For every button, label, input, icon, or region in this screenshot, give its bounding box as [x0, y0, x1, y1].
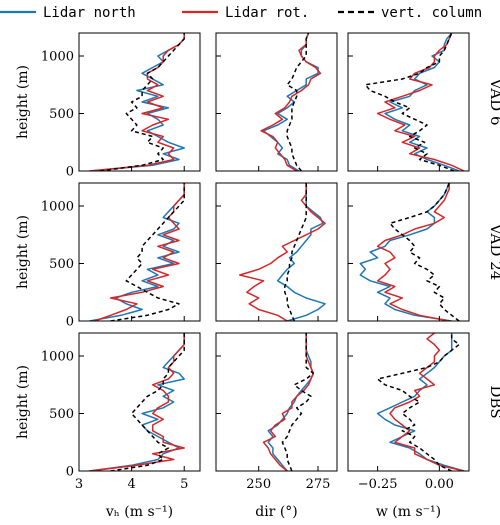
y-tick-label: 0: [66, 165, 74, 180]
panel-vad-24-w: [347, 182, 470, 322]
row-label-vad-24: VAD 24: [487, 223, 500, 281]
series-line-lidar-north: [376, 333, 465, 471]
series-line-vert-column: [99, 33, 185, 171]
series-line-vert-column: [286, 33, 310, 171]
series-line-lidar-rot: [389, 333, 465, 471]
x-axis-label: dir (°): [255, 504, 298, 520]
panel-vad-6-w: [347, 32, 470, 172]
x-tick-label: 3: [75, 477, 83, 492]
x-tick-label: 0.00: [425, 477, 454, 492]
row-label-dbs: DBS: [487, 385, 500, 418]
series-line-lidar-north: [276, 183, 326, 321]
panel-frame: [347, 332, 470, 472]
series-line-lidar-rot: [376, 33, 465, 171]
panel-frame: [215, 182, 338, 322]
panel-frame: [215, 32, 338, 172]
legend-label-lidar-rot: Lidar rot.: [225, 5, 309, 21]
x-tick-label: 4: [127, 477, 135, 492]
series-line-lidar-north: [267, 333, 315, 471]
panel-vad-6-vh: 0 500 1000: [41, 32, 201, 180]
series-line-lidar-rot: [89, 33, 185, 171]
panel-frame: [78, 182, 201, 322]
y-tick-label: 500: [49, 257, 74, 272]
legend: Lidar north Lidar rot. vert. column: [0, 5, 482, 21]
y-tick-label: 500: [49, 107, 74, 122]
panel-vad-24-vh: 0 500 1000: [41, 182, 201, 330]
series-line-vert-column: [110, 183, 185, 321]
panel-dbs-vh: 0 500 1000 3 4 5: [41, 332, 201, 492]
y-tick-label: 0: [66, 465, 74, 480]
panel-frame: [215, 332, 338, 472]
y-axis-label: height (m): [15, 65, 31, 139]
series-line-vert-column: [389, 183, 460, 321]
x-tick-label: 250: [246, 477, 271, 492]
x-tick-label: 275: [306, 477, 331, 492]
panels: 0 500 1000 0 500 1000 0 500 1000 3 4 5 250 275 −0.25 0.…: [41, 32, 470, 492]
x-axis-label: vₕ (m s⁻¹): [105, 504, 173, 520]
y-axis-label: height (m): [15, 215, 31, 289]
series-line-lidar-north: [89, 33, 185, 171]
row-label-vad-6: VAD 6: [487, 78, 500, 126]
series-line-lidar-north: [359, 183, 452, 321]
panel-frame: [78, 332, 201, 472]
axis-labels: height (m) VAD 6 height (m) VAD 24 height (m…: [15, 65, 500, 520]
series-line-lidar-north: [262, 33, 319, 171]
panel-frame: [78, 32, 201, 172]
y-tick-label: 1000: [41, 200, 74, 215]
series-line-lidar-rot: [376, 183, 450, 321]
series-line-lidar-north: [384, 33, 460, 171]
series-line-lidar-north: [89, 183, 185, 321]
panel-dbs-w: −0.25 0.00: [347, 332, 470, 492]
x-tick-label: 5: [180, 477, 188, 492]
y-tick-label: 500: [49, 407, 74, 422]
series-line-lidar-rot: [94, 183, 185, 321]
x-tick-label: −0.25: [358, 477, 398, 492]
y-tick-label: 0: [66, 315, 74, 330]
series-line-lidar-rot: [260, 33, 322, 171]
series-line-vert-column: [364, 33, 455, 171]
series-line-vert-column: [110, 333, 185, 471]
panel-frame: [347, 32, 470, 172]
legend-label-vert-column: vert. column: [381, 5, 482, 21]
series-line-lidar-rot: [89, 333, 185, 471]
series-line-vert-column: [281, 333, 315, 471]
panel-dbs-dir: 250 275: [215, 332, 338, 492]
legend-label-lidar-north: Lidar north: [43, 5, 136, 21]
y-tick-label: 1000: [41, 50, 74, 65]
y-axis-label: height (m): [15, 365, 31, 439]
series-line-vert-column: [284, 183, 307, 321]
y-tick-label: 1000: [41, 350, 74, 365]
panel-vad-6-dir: [215, 32, 338, 172]
x-axis-label: w (m s⁻¹): [376, 504, 441, 520]
panel-frame: [347, 182, 470, 322]
panel-vad-24-dir: [215, 182, 338, 322]
series-line-vert-column: [376, 333, 460, 471]
